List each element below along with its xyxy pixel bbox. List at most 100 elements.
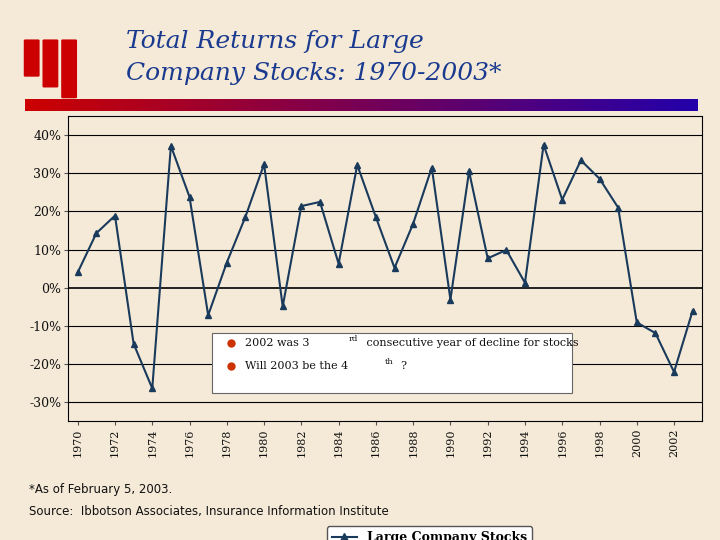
Bar — [301, 99, 305, 111]
Bar — [120, 99, 123, 111]
Bar — [338, 99, 341, 111]
Bar — [176, 99, 180, 111]
Bar — [345, 99, 348, 111]
Bar — [106, 99, 109, 111]
Bar — [517, 99, 520, 111]
Bar — [507, 99, 510, 111]
Bar — [274, 99, 278, 111]
Bar — [534, 99, 537, 111]
Text: Will 2003 be the 4: Will 2003 be the 4 — [246, 361, 348, 371]
Large Company Stocks — [353, 161, 361, 168]
Line: Large Company Stocks: Large Company Stocks — [74, 141, 696, 392]
Bar — [530, 99, 534, 111]
Bar — [375, 99, 379, 111]
Bar — [305, 99, 308, 111]
Bar — [564, 99, 567, 111]
Bar — [446, 99, 449, 111]
Bar — [665, 99, 668, 111]
Bar — [200, 99, 204, 111]
Bar — [234, 99, 238, 111]
Bar — [130, 99, 133, 111]
Bar — [483, 99, 486, 111]
Bar — [174, 99, 176, 111]
Large Company Stocks — [130, 341, 138, 347]
Bar — [688, 99, 692, 111]
Bar — [497, 99, 500, 111]
Bar — [79, 99, 82, 111]
Bar — [402, 99, 405, 111]
Bar — [608, 99, 611, 111]
Large Company Stocks — [483, 255, 492, 261]
Bar — [29, 99, 32, 111]
Bar — [291, 99, 294, 111]
Large Company Stocks — [92, 230, 101, 237]
Bar — [133, 99, 136, 111]
Bar — [644, 99, 648, 111]
Large Company Stocks — [446, 296, 455, 303]
Bar — [463, 99, 466, 111]
Bar — [89, 99, 93, 111]
Bar — [298, 99, 301, 111]
Bar — [52, 99, 55, 111]
Large Company Stocks — [632, 319, 641, 326]
Bar — [258, 99, 261, 111]
Bar — [248, 99, 251, 111]
Bar — [584, 99, 588, 111]
Bar — [351, 99, 355, 111]
Bar — [315, 99, 318, 111]
Bar — [567, 99, 570, 111]
Large Company Stocks — [595, 176, 604, 182]
Bar — [126, 99, 130, 111]
Bar — [527, 99, 530, 111]
Bar — [184, 99, 186, 111]
Bar — [590, 99, 594, 111]
Bar — [652, 99, 654, 111]
Bar — [490, 99, 493, 111]
FancyBboxPatch shape — [212, 334, 572, 393]
Large Company Stocks — [558, 197, 567, 203]
Text: rd: rd — [349, 335, 359, 343]
Large Company Stocks — [670, 369, 678, 375]
Large Company Stocks — [688, 307, 697, 314]
Large Company Stocks — [372, 214, 380, 220]
Bar — [372, 99, 375, 111]
Bar — [436, 99, 439, 111]
Bar — [228, 99, 230, 111]
Bar — [32, 99, 35, 111]
Bar — [331, 99, 335, 111]
Bar — [72, 99, 76, 111]
Bar — [654, 99, 658, 111]
Bar — [554, 99, 557, 111]
Bar — [321, 99, 325, 111]
Bar — [45, 99, 49, 111]
Text: *As of February 5, 2003.: *As of February 5, 2003. — [29, 483, 172, 496]
Bar — [214, 99, 217, 111]
Bar — [153, 99, 156, 111]
Bar — [86, 99, 89, 111]
Large Company Stocks — [334, 260, 343, 267]
Bar — [365, 99, 369, 111]
Bar — [466, 99, 469, 111]
Bar — [369, 99, 372, 111]
Bar — [631, 99, 634, 111]
Bar — [611, 99, 614, 111]
Bar — [281, 99, 284, 111]
Bar — [82, 99, 86, 111]
Bar — [379, 99, 382, 111]
Bar — [399, 99, 402, 111]
Text: Company Stocks: 1970-2003*: Company Stocks: 1970-2003* — [126, 62, 502, 85]
Bar — [150, 99, 153, 111]
Bar — [335, 99, 338, 111]
Large Company Stocks — [166, 143, 175, 149]
Bar — [385, 99, 389, 111]
Large Company Stocks — [428, 164, 436, 171]
Text: 2002 was 3: 2002 was 3 — [246, 338, 310, 348]
Bar — [570, 99, 574, 111]
Bar — [238, 99, 240, 111]
Bar — [186, 99, 190, 111]
Bar — [439, 99, 443, 111]
Bar — [604, 99, 608, 111]
Bar — [62, 99, 66, 111]
Text: Source:  Ibbotson Associates, Insurance Information Institute: Source: Ibbotson Associates, Insurance I… — [29, 505, 389, 518]
Bar — [638, 99, 642, 111]
